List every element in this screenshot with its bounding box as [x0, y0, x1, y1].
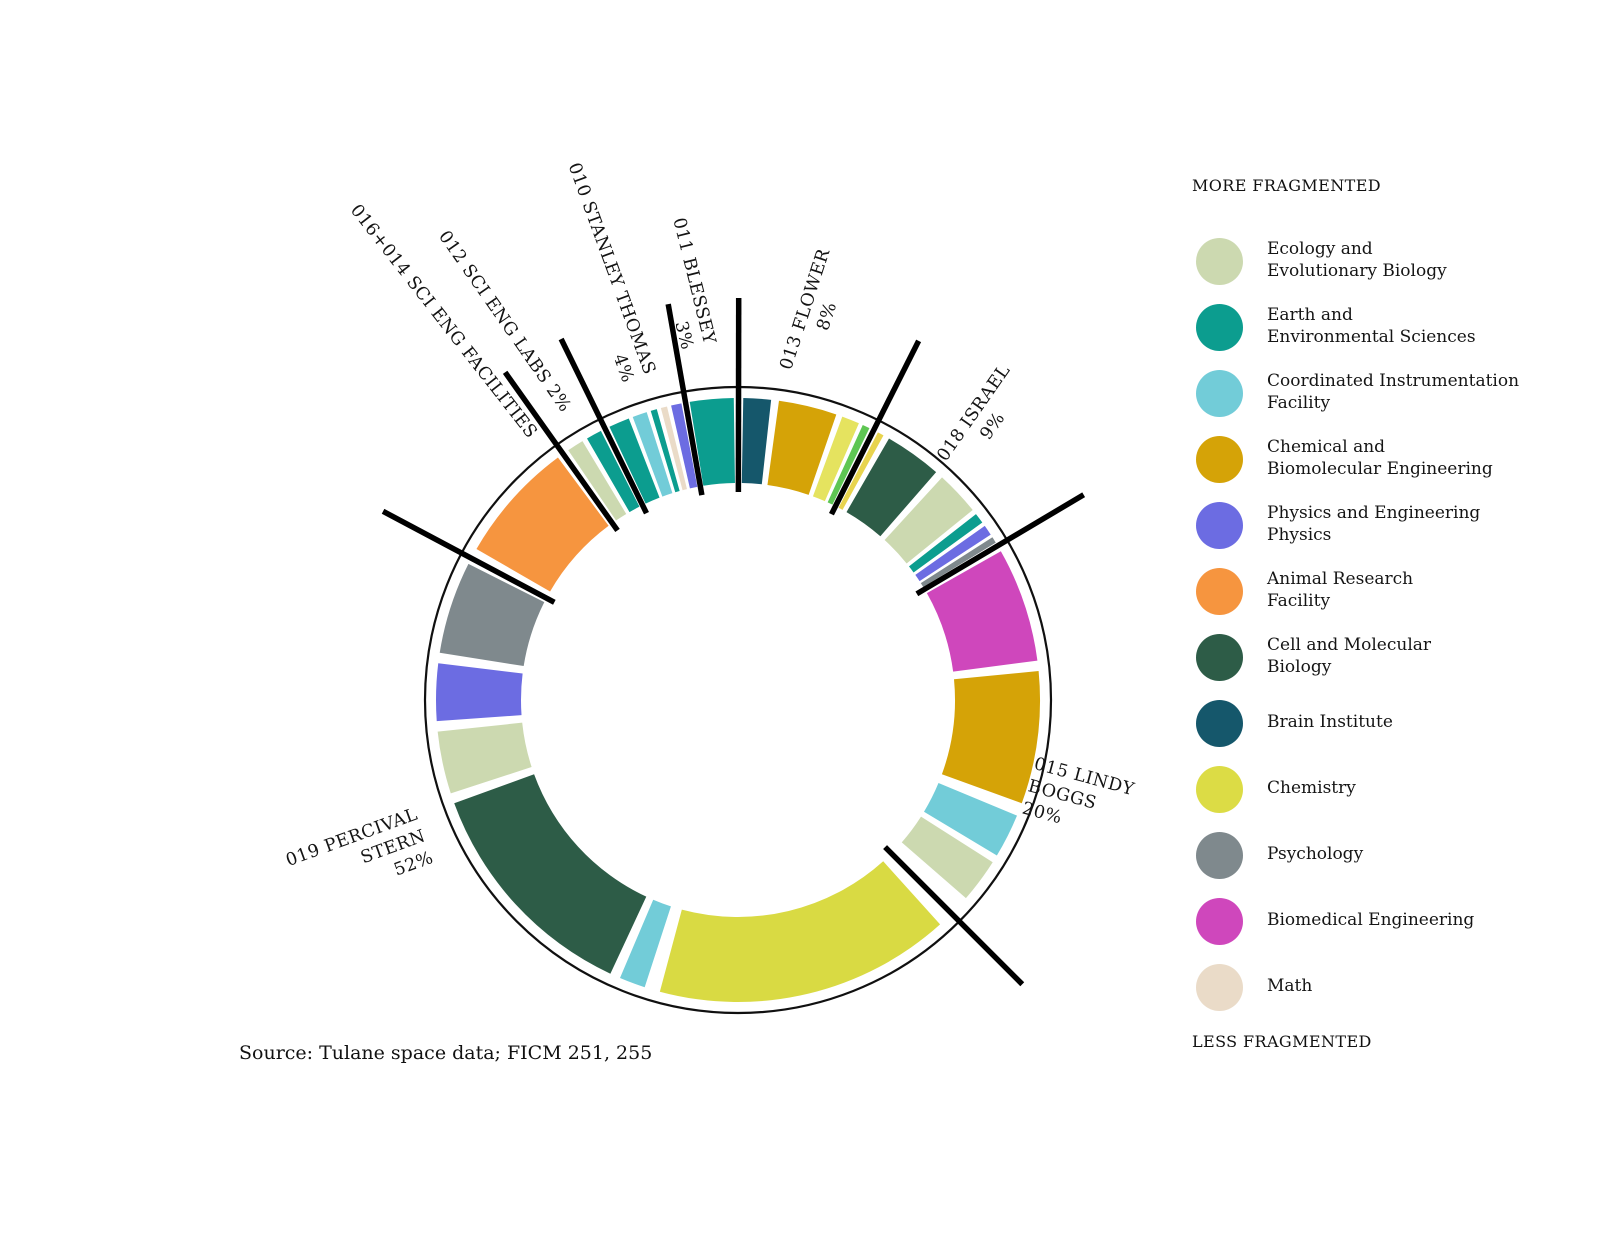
building-divider: [502, 370, 620, 533]
legend-item-label: Coordinated Instrumentation Facility: [1267, 371, 1520, 413]
segment-019-percival-stern-cellmol: [454, 774, 647, 974]
segment-018-israel-earth: [908, 514, 983, 573]
animal-color-dot: [1196, 567, 1243, 615]
segment-010-stanley-thomas-physics: [671, 403, 698, 489]
cellmol-color-dot: [1196, 633, 1243, 681]
building-divider: [558, 337, 649, 515]
legend-item-label: Earth and Environmental Sciences: [1267, 305, 1476, 347]
chemistry-color-dot: [1196, 765, 1243, 813]
building-divider: [883, 845, 1025, 987]
segment-013-flower-brain: [741, 398, 772, 485]
segment-013-flower-chembio: [767, 400, 837, 495]
segment-010-stanley-thomas-earth: [609, 418, 660, 504]
legend-item-label: Brain Institute: [1267, 712, 1393, 733]
segment-019-percival-stern-cif: [619, 899, 671, 988]
segment-013-flower-green: [827, 424, 870, 505]
legend-item-chemistry: Chemistry: [1196, 756, 1519, 822]
math-color-dot: [1196, 963, 1243, 1011]
legend-item-label: Ecology and Evolutionary Biology: [1267, 239, 1447, 281]
segment-012-sci-eng-labs-earth: [587, 430, 640, 513]
biomed-color-dot: [1196, 897, 1243, 945]
segment-010-stanley-thomas-cif: [632, 412, 673, 497]
earth-color-dot: [1196, 303, 1243, 351]
legend-more-fragmented-label: MORE FRAGMENTED: [1192, 176, 1382, 195]
segment-018-israel-psychology: [920, 537, 996, 587]
psychology-color-dot: [1196, 831, 1243, 879]
legend-item-chembio: Chemical and Biomolecular Engineering: [1196, 426, 1519, 492]
segment-019-percival-stern-chemistry: [659, 861, 941, 1002]
legend-item-label: Chemistry: [1267, 778, 1356, 799]
segment-010-stanley-thomas-earth: [650, 409, 680, 493]
segment-018-israel-physics: [915, 525, 991, 582]
segment-019-percival-stern-psychology: [439, 563, 545, 667]
physics-color-dot: [1196, 501, 1243, 549]
segment-016-014-sci-eng-facilities-animal: [476, 457, 609, 592]
building-divider: [381, 508, 556, 605]
segment-019-percival-stern-physics: [436, 663, 523, 722]
legend-item-label: Math: [1267, 976, 1313, 997]
legend-item-label: Chemical and Biomolecular Engineering: [1267, 437, 1493, 479]
segment-010-stanley-thomas-math: [660, 406, 687, 491]
source-note: Source: Tulane space data; FICM 251, 255: [239, 1042, 653, 1064]
legend-item-label: Animal Research Facility: [1267, 569, 1414, 611]
segment-019-percival-stern-ecology: [437, 722, 532, 794]
cif-color-dot: [1196, 369, 1243, 417]
segment-018-israel-ecology: [884, 477, 973, 564]
legend-item-label: Biomedical Engineering: [1267, 910, 1475, 931]
legend-item-physics: Physics and Engineering Physics: [1196, 492, 1519, 558]
legend: MORE FRAGMENTED Ecology and Evolutionary…: [1192, 176, 1522, 1051]
legend-item-biomed: Biomedical Engineering: [1196, 888, 1519, 954]
chembio-color-dot: [1196, 435, 1243, 483]
legend-item-math: Math: [1196, 954, 1519, 1020]
segment-015-lindy-boggs-ecology: [901, 816, 993, 899]
legend-items: Ecology and Evolutionary Biology Earth a…: [1196, 228, 1519, 1020]
segment-011-blessey-earth: [689, 398, 735, 486]
brain-color-dot: [1196, 699, 1243, 747]
legend-item-label: Cell and Molecular Biology: [1267, 635, 1432, 677]
segment-018-israel-cellmol: [846, 438, 937, 537]
building-divider: [915, 492, 1086, 597]
legend-item-label: Psychology: [1267, 844, 1364, 865]
legend-item-cif: Coordinated Instrumentation Facility: [1196, 360, 1519, 426]
segment-018-israel-chemistry: [838, 432, 884, 510]
building-divider: [665, 303, 705, 496]
ecology-color-dot: [1196, 237, 1243, 285]
legend-item-ecology: Ecology and Evolutionary Biology: [1196, 228, 1519, 294]
segment-015-lindy-boggs-cif: [924, 783, 1018, 856]
legend-item-brain: Brain Institute: [1196, 690, 1519, 756]
segment-012-sci-eng-labs-ecology: [568, 441, 627, 521]
legend-item-earth: Earth and Environmental Sciences: [1196, 294, 1519, 360]
segment-015-lindy-boggs-chembio: [941, 671, 1040, 804]
segment-013-flower-chemistry: [812, 416, 859, 502]
segment-015-lindy-boggs-biomed: [926, 551, 1038, 672]
legend-item-label: Physics and Engineering Physics: [1267, 503, 1481, 545]
legend-less-fragmented-label: LESS FRAGMENTED: [1192, 1032, 1372, 1051]
legend-item-cellmol: Cell and Molecular Biology: [1196, 624, 1519, 690]
legend-item-animal: Animal Research Facility: [1196, 558, 1519, 624]
legend-item-psychology: Psychology: [1196, 822, 1519, 888]
building-divider: [829, 339, 922, 516]
